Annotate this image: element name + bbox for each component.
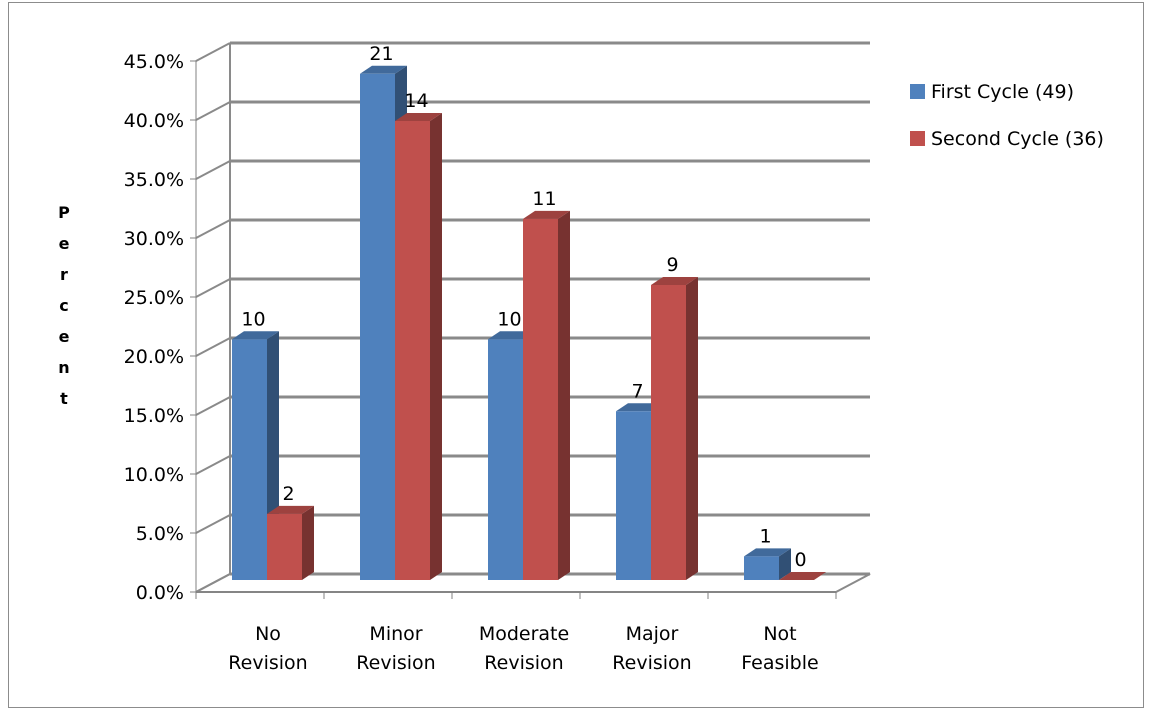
y-tick-label: 5.0% [136, 523, 184, 545]
y-tick-label: 10.0% [124, 464, 184, 486]
bar-top [267, 505, 314, 514]
y-tick-label: 15.0% [124, 405, 184, 427]
bar [651, 285, 686, 580]
bar [744, 556, 779, 580]
legend: First Cycle (49) Second Cycle (36) [910, 81, 1104, 150]
category-label: Feasible [741, 652, 818, 674]
y-axis-title-letter: e [59, 327, 70, 346]
gridline-side [195, 42, 231, 62]
bar [395, 120, 430, 580]
data-label: 9 [666, 254, 678, 276]
y-tick-label: 45.0% [124, 51, 184, 73]
bar-top [651, 277, 698, 285]
bars [232, 65, 826, 581]
bar-top [779, 572, 826, 580]
gridline-side [195, 101, 231, 121]
data-label: 14 [404, 90, 428, 112]
bar [267, 513, 302, 580]
bar-top [744, 548, 791, 557]
bar [616, 411, 651, 580]
bar-top [360, 65, 407, 74]
bar-side [558, 210, 570, 581]
bar [360, 73, 395, 580]
data-label: 10 [497, 308, 521, 330]
category-label: Revision [612, 652, 691, 674]
y-tick-label: 35.0% [124, 169, 184, 191]
gridline-side [195, 514, 231, 534]
data-label: 11 [532, 188, 556, 210]
y-axis-title-letter: e [59, 234, 70, 253]
bar [232, 339, 267, 580]
gridline-side [195, 278, 231, 298]
legend-label: Second Cycle (36) [931, 128, 1104, 150]
category-label: Moderate [479, 623, 569, 645]
category-label: Revision [484, 652, 563, 674]
category-label: Revision [356, 652, 435, 674]
data-label: 1 [759, 525, 771, 547]
data-label: 10 [241, 308, 265, 330]
legend-swatch [910, 84, 925, 99]
y-tick-label: 0.0% [136, 582, 184, 604]
gridline-side [195, 337, 231, 357]
y-tick-label: 25.0% [124, 287, 184, 309]
y-tick-label: 40.0% [124, 110, 184, 132]
y-tick-label: 20.0% [124, 346, 184, 368]
data-label: 21 [369, 43, 393, 65]
bar-top [395, 112, 442, 121]
data-label: 0 [794, 549, 806, 571]
data-label: 2 [282, 483, 294, 505]
gridline-side [195, 160, 231, 180]
category-label: Revision [228, 652, 307, 674]
y-axis-title-letter: c [59, 296, 68, 315]
bar-top [523, 210, 570, 219]
y-axis-title-letter: t [60, 389, 68, 408]
bar [523, 218, 558, 581]
gridline-side [195, 219, 231, 239]
category-label: No [255, 623, 281, 645]
data-label: 7 [631, 380, 643, 402]
gridline-side [195, 455, 231, 475]
labels: 0.0% 5.0% 10.0% 15.0% 20.0% 25.0% 30.0% 35.0% 40… [58, 43, 819, 674]
bar-side [302, 505, 314, 580]
bar-side [686, 277, 698, 580]
legend-label: First Cycle (49) [931, 81, 1074, 103]
bar-side [779, 548, 791, 580]
category-label: Not [763, 623, 796, 645]
axes [190, 60, 837, 599]
category-label: Major [626, 623, 679, 645]
y-axis-title-letter: r [60, 265, 68, 284]
legend-swatch [910, 131, 925, 146]
category-label: Minor [369, 623, 422, 645]
bar-top [232, 331, 279, 340]
y-axis-title-letter: n [58, 358, 69, 377]
bar-side [430, 112, 442, 580]
y-tick-label: 30.0% [124, 228, 184, 250]
bar [488, 339, 523, 580]
y-axis-title-letter: P [58, 203, 70, 222]
gridline-side [195, 396, 231, 416]
